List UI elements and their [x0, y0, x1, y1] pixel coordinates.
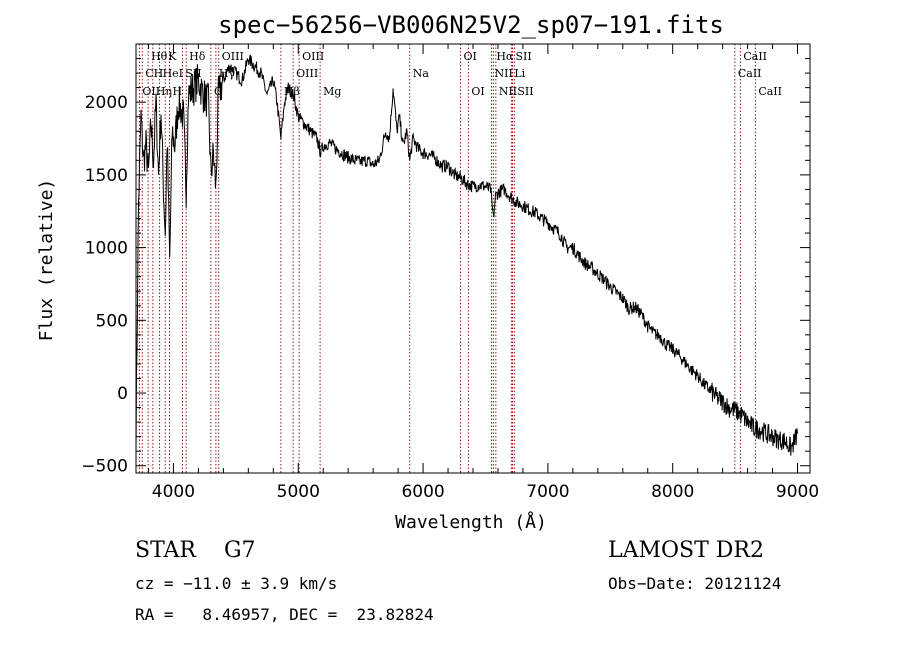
x-tick-label: 5000	[277, 482, 320, 502]
spectral-line-label: Mg	[323, 85, 341, 98]
object-class: STAR G7	[135, 538, 256, 563]
spectral-line-label: Hθ	[151, 50, 168, 63]
y-tick-label: 2000	[85, 93, 128, 113]
spectral-line-label: Hα	[496, 50, 514, 63]
spectral-line-label: Li	[514, 67, 525, 80]
spectral-line-label: CaII	[758, 85, 782, 98]
y-axis-label: Flux (relative)	[36, 179, 57, 342]
y-tick-label: 1500	[85, 166, 128, 186]
spectral-line-label: HeI	[163, 67, 183, 80]
plot-frame	[135, 43, 811, 474]
spectral-line-label: OI	[471, 85, 484, 98]
x-axis-ticks: 4000 5000 6000 7000 8000 9000	[147, 44, 819, 502]
x-tick-label: 4000	[152, 482, 195, 502]
spectral-line-label: SII	[517, 85, 533, 98]
spectral-line-label: OIII	[222, 50, 244, 63]
spectral-line-label: NII	[494, 67, 512, 80]
spectral-line-label: SII	[515, 50, 531, 63]
x-tick-label: 6000	[401, 482, 444, 502]
redshift-velocity: cz = −11.0 ± 3.9 km/s	[135, 574, 337, 593]
spectrum-line	[135, 54, 798, 456]
spectral-line-label: OIII	[296, 67, 318, 80]
observation-date: Obs−Date: 20121124	[608, 574, 781, 593]
coordinates: RA = 8.46957, DEC = 23.82824	[135, 605, 434, 624]
y-tick-label: 1000	[85, 239, 128, 259]
chart-title: spec−56256−VB006N25V2_sp07−191.fits	[218, 11, 724, 39]
spectral-line-label: Na	[413, 67, 430, 80]
spectral-line-label: OIII	[302, 50, 324, 63]
spectral-line-label: CaII	[738, 67, 762, 80]
y-tick-label: −500	[81, 457, 128, 477]
x-tick-label: 8000	[651, 482, 694, 502]
spectral-line-markers	[138, 44, 756, 473]
spectral-line-label: CH	[145, 67, 163, 80]
plot-area	[135, 54, 798, 456]
x-tick-label: 9000	[776, 482, 819, 502]
y-tick-label: 0	[117, 384, 128, 404]
spectral-line-label: NII	[499, 85, 517, 98]
x-axis-label: Wavelength (Å)	[395, 511, 547, 533]
spectral-line-label: K	[168, 50, 177, 63]
x-tick-label: 7000	[526, 482, 569, 502]
spectral-line-label: Hδ	[189, 50, 206, 63]
spectral-line-label: Hη	[156, 85, 172, 98]
survey-name: LAMOST DR2	[608, 538, 764, 563]
spectral-line-label: OI	[464, 50, 477, 63]
y-axis-ticks: −500 0 500 1000 1500 2000	[81, 58, 810, 477]
spectral-line-label: CaII	[743, 50, 767, 63]
y-tick-label: 500	[96, 311, 128, 331]
spectral-line-label: SII	[185, 67, 201, 80]
spectral-line-label: H	[172, 85, 182, 98]
